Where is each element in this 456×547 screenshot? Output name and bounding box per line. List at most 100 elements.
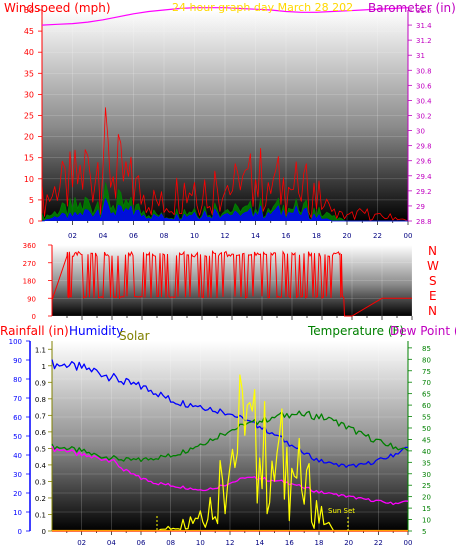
rain-y-tick-label: 0.4 xyxy=(35,462,47,470)
rain-y-tick-label: 1.1 xyxy=(35,346,46,354)
temperature-title: Temperature (F) xyxy=(307,324,404,338)
humidity-y-tick-label: 100 xyxy=(9,338,22,346)
temp-y-tick-label: 10 xyxy=(422,517,431,525)
baro-y-tick-label: 29.6 xyxy=(416,158,432,166)
wind-y-tick-label: 40 xyxy=(24,48,34,57)
baro-y-tick-label: 30.4 xyxy=(416,97,432,105)
baro-y-tick-label: 31.6 xyxy=(416,7,432,15)
rain-y-tick-label: 0.2 xyxy=(35,495,46,503)
wind-x-tick-label: 16 xyxy=(282,232,291,240)
rain-y-tick-label: 0.3 xyxy=(35,478,46,486)
wind-x-tick-label: 04 xyxy=(99,232,108,240)
humidity-y-tick-label: 50 xyxy=(13,433,22,441)
bottom-x-tick-label: 02 xyxy=(77,539,86,547)
humidity-y-tick-label: 20 xyxy=(13,490,22,498)
temp-y-tick-label: 80 xyxy=(422,356,431,364)
bottom-x-tick-label: 20 xyxy=(344,539,353,547)
humidity-title: Humidity xyxy=(69,324,123,338)
wind-y-tick-label: 30 xyxy=(24,90,34,99)
bottom-x-tick-label: 12 xyxy=(226,539,235,547)
rain-y-tick-label: 1 xyxy=(42,363,46,371)
direction-label-n-top: N xyxy=(428,244,437,258)
humidity-y-tick-label: 10 xyxy=(13,509,22,517)
bottom-x-tick-label: 08 xyxy=(166,539,175,547)
temp-y-tick-label: 35 xyxy=(422,459,431,467)
humidity-y-tick-label: 70 xyxy=(13,395,22,403)
direction-y-tick-label: 360 xyxy=(23,242,36,250)
temp-y-tick-label: 70 xyxy=(422,379,431,387)
direction-label-w: W xyxy=(427,259,439,273)
direction-label-n-bottom: N xyxy=(428,304,437,318)
series-lines xyxy=(41,7,412,532)
wind-y-tick-label: 35 xyxy=(24,69,34,78)
temp-y-tick-label: 85 xyxy=(422,345,431,353)
wind-y-tick-label: 10 xyxy=(24,175,34,184)
solar-title: Solar xyxy=(119,329,150,343)
direction-y-tick-label: 90 xyxy=(27,295,36,303)
direction-y-tick-label: 270 xyxy=(23,260,36,268)
series-wind-speed xyxy=(41,198,408,222)
rain-y-tick-label: 0.8 xyxy=(35,396,46,404)
bottom-x-tick-label: 16 xyxy=(285,539,294,547)
temp-y-tick-label: 55 xyxy=(422,414,431,422)
bottom-x-tick-label: 10 xyxy=(196,539,205,547)
sunset-label: Sun Set xyxy=(328,507,355,515)
rain-y-tick-label: 0.6 xyxy=(35,429,47,437)
bottom-x-tick-label: 18 xyxy=(315,539,324,547)
axes: 0202040406060808101012121414161618182020… xyxy=(9,6,433,547)
wind-panel-background xyxy=(42,10,408,221)
baro-y-tick-label: 31.4 xyxy=(416,22,432,30)
humidity-y-tick-label: 80 xyxy=(13,376,22,384)
baro-y-tick-label: 29 xyxy=(416,203,425,211)
rainfall-title: Rainfall (in) xyxy=(0,324,69,338)
graph-date-title: 24 hour graph day March 28 202 xyxy=(172,1,353,14)
wind-y-tick-label: 5 xyxy=(29,196,34,205)
baro-y-tick-label: 29.2 xyxy=(416,188,432,196)
temp-y-tick-label: 65 xyxy=(422,391,431,399)
wind-x-tick-label: 12 xyxy=(221,232,230,240)
wind-y-tick-label: 25 xyxy=(24,112,34,121)
baro-y-tick-label: 29.8 xyxy=(416,143,432,151)
rain-y-tick-label: 0.7 xyxy=(35,412,46,420)
baro-y-tick-label: 30.6 xyxy=(416,82,432,90)
humidity-y-tick-label: 40 xyxy=(13,452,22,460)
series-wind-speed-fill xyxy=(42,198,408,221)
wind-y-tick-label: 50 xyxy=(24,6,34,15)
wind-x-tick-label: 10 xyxy=(190,232,199,240)
wind-y-tick-label: 45 xyxy=(24,27,34,36)
baro-y-tick-label: 31 xyxy=(416,52,425,60)
direction-y-tick-label: 180 xyxy=(23,278,36,286)
series-temperature xyxy=(51,410,409,463)
wind-x-tick-label: 08 xyxy=(160,232,169,240)
baro-y-tick-label: 30.8 xyxy=(416,67,432,75)
temp-y-tick-label: 45 xyxy=(422,436,431,444)
temp-y-tick-label: 60 xyxy=(422,402,431,410)
direction-label-e: E xyxy=(429,289,437,303)
baro-y-tick-label: 30 xyxy=(416,128,425,136)
series-humidity xyxy=(51,359,408,468)
wind-x-tick-label: 22 xyxy=(373,232,382,240)
baro-y-tick-label: 28.8 xyxy=(416,218,432,226)
wind-x-tick-label: 18 xyxy=(312,232,321,240)
series-barometer xyxy=(41,7,409,26)
bottom-x-tick-label: 22 xyxy=(374,539,383,547)
humidity-y-tick-label: 90 xyxy=(13,357,22,365)
rain-y-tick-label: 0 xyxy=(42,528,46,536)
barometer-title: Barometer (in) xyxy=(368,1,456,15)
series-wind-direction xyxy=(51,250,412,317)
wind-y-tick-label: 0 xyxy=(29,217,34,226)
wind-y-tick-label: 20 xyxy=(24,133,34,142)
rain-y-tick-label: 0.5 xyxy=(35,445,46,453)
humidity-y-tick-label: 0 xyxy=(18,528,22,536)
bottom-x-tick-label: 00 xyxy=(404,539,413,547)
temp-y-tick-label: 25 xyxy=(422,482,431,490)
rain-y-tick-label: 0.9 xyxy=(35,379,46,387)
temp-y-tick-label: 15 xyxy=(422,505,431,513)
series-wind-gust xyxy=(41,107,409,222)
wind-x-tick-label: 14 xyxy=(251,232,260,240)
wind-y-tick-label: 15 xyxy=(24,154,34,163)
baro-y-tick-label: 29.4 xyxy=(416,173,432,181)
wind-x-tick-label: 06 xyxy=(129,232,138,240)
direction-label-s: S xyxy=(429,274,437,288)
temp-y-tick-label: 5 xyxy=(422,528,426,536)
